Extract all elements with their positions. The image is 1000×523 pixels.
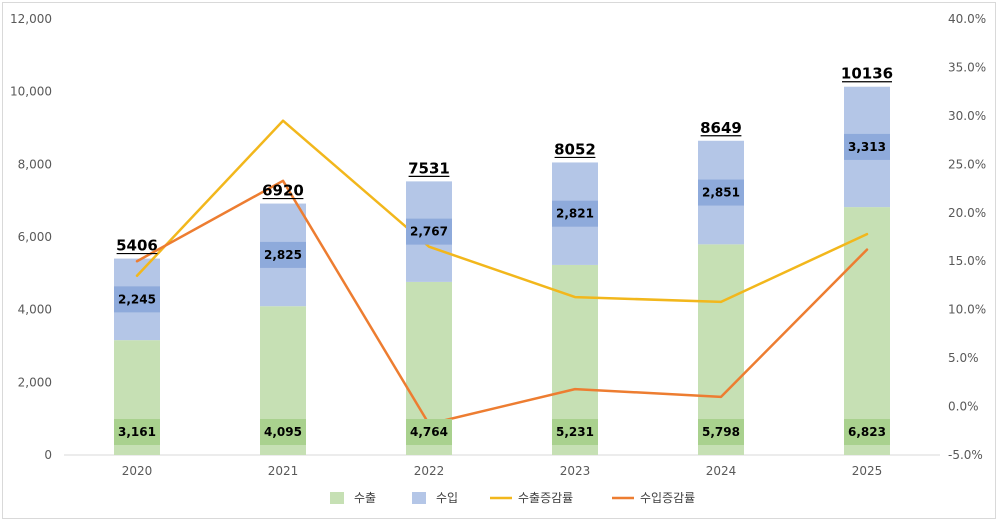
x-tick-label: 2025: [852, 464, 883, 478]
y-right-tick-label: 5.0%: [948, 351, 979, 365]
data-label-box: [114, 286, 160, 313]
legend-entry: 수출증감률: [490, 491, 573, 505]
data-label-box: [844, 419, 890, 445]
bar: [844, 207, 890, 455]
data-label-box: [698, 179, 744, 206]
data-label: 5,231: [556, 425, 594, 439]
data-label-box: [260, 419, 306, 445]
y-right-tick-label: 25.0%: [948, 157, 986, 171]
data-label-box: [114, 419, 160, 445]
data-labels: 3,161 2,245 5406 4,095 2,825 6920 4,764 2,767 75…: [114, 65, 893, 445]
legend-entry: 수입: [412, 491, 458, 505]
total-label: 6920: [262, 182, 304, 200]
legend-entry: 수출: [330, 491, 376, 505]
total-label: 8649: [700, 119, 742, 137]
data-label-box: [552, 419, 598, 445]
series-line: [135, 179, 869, 426]
y-tick-label: 8,000: [18, 157, 52, 171]
y-right-tick-label: 20.0%: [948, 206, 986, 220]
data-label-box: [406, 218, 452, 245]
data-label-box: [844, 133, 890, 160]
y-right-tick-label: 40.0%: [948, 12, 986, 26]
legend: 수출 수입 수출증감률 수입증감률: [330, 491, 695, 505]
x-tick-label: 2021: [268, 464, 299, 478]
y-right-tick-label: 30.0%: [948, 109, 986, 123]
data-label: 5,798: [702, 425, 740, 439]
data-label-box: [698, 419, 744, 445]
data-label: 6,823: [848, 425, 886, 439]
y-tick-label: 4,000: [18, 303, 52, 317]
legend-label: 수출증감률: [518, 491, 573, 505]
y-tick-label: 10,000: [10, 85, 52, 99]
total-label: 10136: [841, 65, 893, 83]
data-label: 2,767: [410, 225, 448, 239]
y-tick-label: 12,000: [10, 12, 52, 26]
axes: 0 2,000 4,000 6,000 8,000 10,000 12,000 -5.0% 0.…: [10, 12, 986, 478]
y-right-tick-label: 35.0%: [948, 60, 986, 74]
total-label: 5406: [116, 237, 158, 255]
y-tick-label: 2,000: [18, 375, 52, 389]
y-right-tick-label: 10.0%: [948, 303, 986, 317]
y-tick-label: 6,000: [18, 230, 52, 244]
legend-swatch: [330, 492, 344, 504]
data-label: 4,095: [264, 425, 302, 439]
legend-label: 수입증감률: [640, 491, 695, 505]
lines: [135, 119, 869, 426]
y-right-tick-label: -5.0%: [948, 448, 983, 462]
series-line: [135, 119, 869, 304]
x-tick-label: 2023: [560, 464, 591, 478]
data-label: 2,245: [118, 292, 156, 306]
x-tick-label: 2020: [122, 464, 153, 478]
data-label: 3,161: [118, 425, 156, 439]
y-tick-label: 0: [44, 448, 52, 462]
x-tick-label: 2022: [414, 464, 445, 478]
legend-entry: 수입증감률: [612, 491, 695, 505]
y-right-tick-label: 0.0%: [948, 400, 979, 414]
data-label: 2,851: [702, 186, 740, 200]
legend-label: 수입: [436, 491, 458, 505]
y-right-tick-label: 15.0%: [948, 254, 986, 268]
total-label: 8052: [554, 140, 596, 158]
data-label-box: [260, 241, 306, 268]
x-tick-label: 2024: [706, 464, 737, 478]
legend-swatch: [412, 492, 426, 504]
data-label: 3,313: [848, 140, 886, 154]
total-label: 7531: [408, 159, 450, 177]
data-label: 2,825: [264, 248, 302, 262]
data-label-box: [552, 200, 598, 227]
data-label: 4,764: [410, 425, 448, 439]
data-label: 2,821: [556, 207, 594, 221]
legend-label: 수출: [354, 491, 376, 505]
data-label-box: [406, 419, 452, 445]
